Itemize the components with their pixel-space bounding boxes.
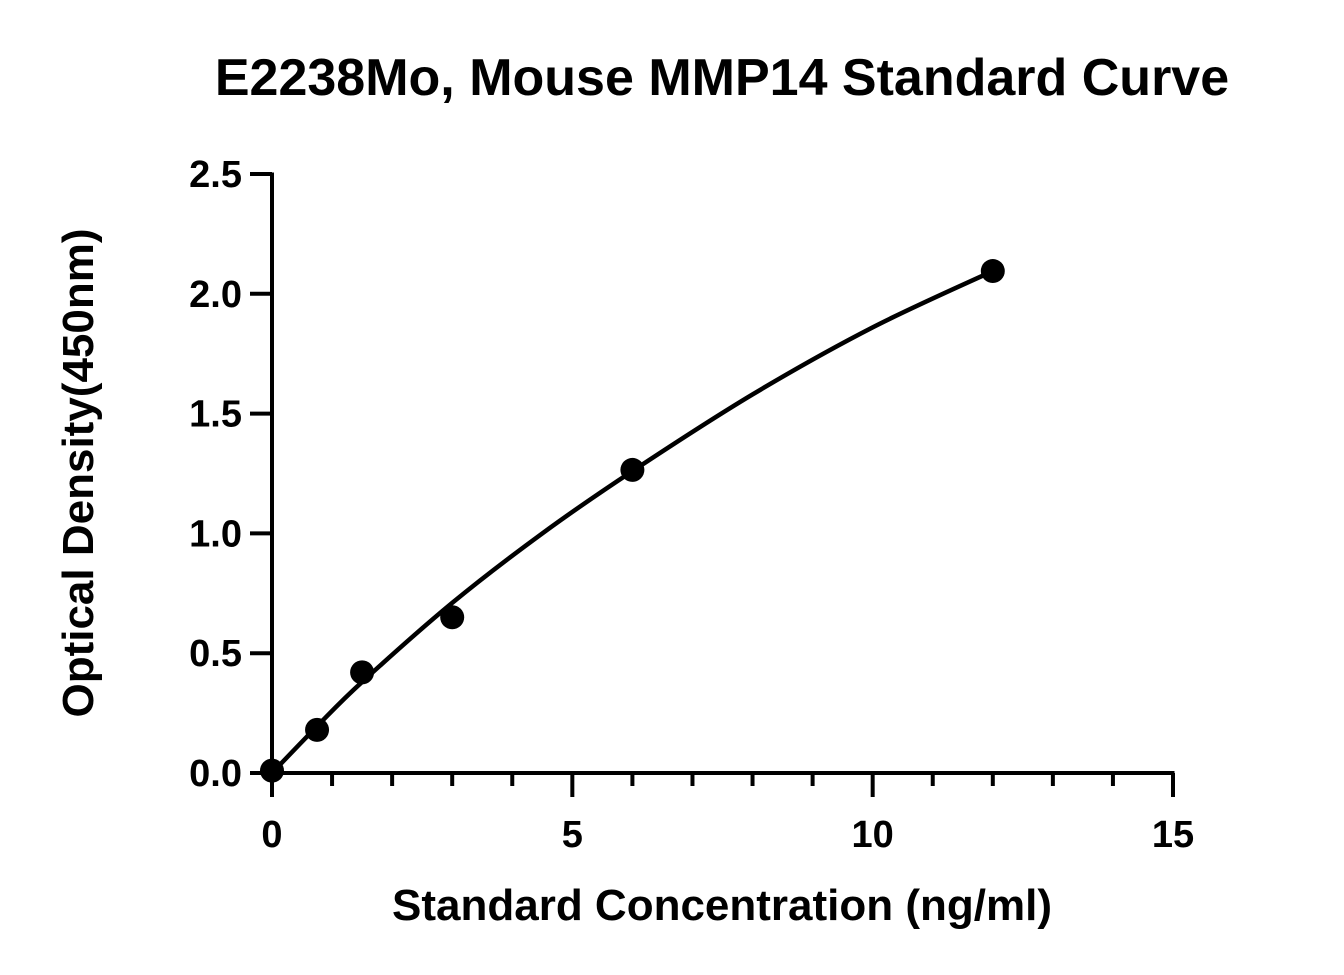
fit-curve <box>269 268 996 776</box>
y-axis-label: Optical Density(450nm) <box>54 228 103 717</box>
y-tick-label: 2.5 <box>189 154 242 196</box>
y-tick-label: 1.5 <box>189 394 242 436</box>
chart-title: E2238Mo, Mouse MMP14 Standard Curve <box>215 49 1229 107</box>
y-tick-label: 1.0 <box>189 513 242 555</box>
x-tick-label: 0 <box>261 814 282 856</box>
data-points-layer <box>260 259 1005 783</box>
data-point <box>440 605 465 630</box>
data-point <box>620 457 645 482</box>
fit-curve-layer <box>269 268 996 776</box>
data-point <box>305 717 330 742</box>
axes: 0.0 0.5 1.0 1.5 2.0 2.5 0 5 10 15 <box>189 154 1194 856</box>
data-point <box>350 660 375 685</box>
y-tick-label: 0.0 <box>189 753 242 795</box>
x-tick-label: 10 <box>852 814 894 856</box>
x-tick-label: 5 <box>562 814 583 856</box>
data-point <box>980 259 1005 284</box>
data-point <box>260 758 284 783</box>
x-tick-label: 15 <box>1152 814 1194 856</box>
x-axis-label: Standard Concentration (ng/ml) <box>392 881 1052 930</box>
y-tick-label: 2.0 <box>189 274 242 316</box>
y-tick-label: 0.5 <box>189 633 242 675</box>
